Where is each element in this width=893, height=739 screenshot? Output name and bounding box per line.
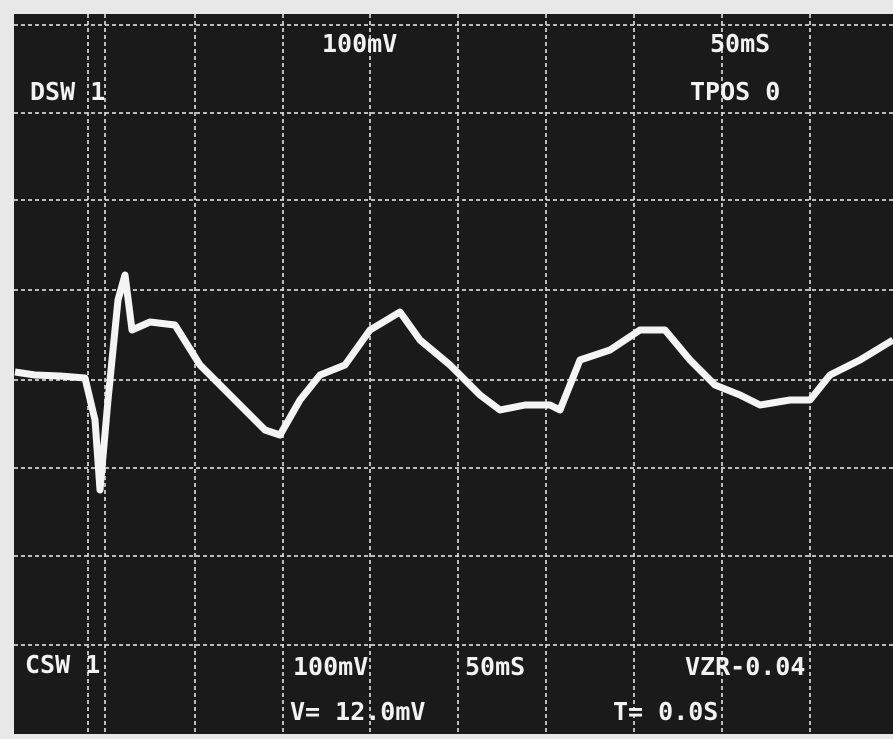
top-volts-per-div: 100mV xyxy=(322,29,397,58)
bottom-volts-per-div: 100mV xyxy=(293,652,368,681)
zero-reference: VZR-0.04 xyxy=(685,652,805,681)
bottom-mode: CSW 1 xyxy=(25,650,100,679)
top-mode: DSW 1 xyxy=(30,77,105,106)
time-readout: T= 0.0S xyxy=(613,697,718,726)
voltage-readout: V= 12.0mV xyxy=(290,697,425,726)
trigger-position: TPOS 0 xyxy=(690,77,780,106)
top-time-per-div: 50mS xyxy=(710,29,770,58)
oscilloscope-screenshot: 100mV 50mS DSW 1 TPOS 0 CSW 1 100mV 50mS… xyxy=(0,0,893,739)
bottom-time-per-div: 50mS xyxy=(465,652,525,681)
screen xyxy=(14,14,893,734)
